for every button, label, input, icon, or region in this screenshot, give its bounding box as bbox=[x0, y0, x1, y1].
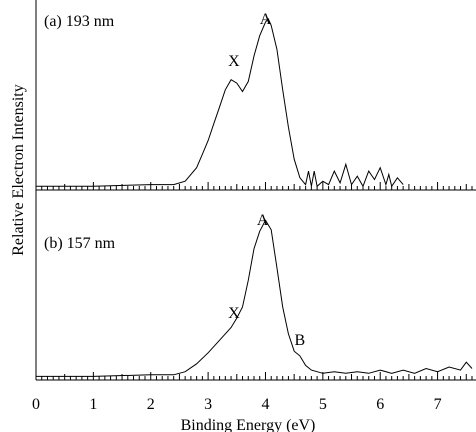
panel-a-193nm: (a) 193 nm XA bbox=[35, 11, 476, 191]
panel-b-peak-label-a: A bbox=[257, 212, 269, 229]
panel-a-title: (a) 193 nm bbox=[44, 13, 115, 30]
panel-b-157nm: (b) 157 nm X A B bbox=[35, 212, 476, 381]
panel-b-annotations: X A B bbox=[228, 212, 305, 349]
panel-b-spectrum-line bbox=[36, 219, 473, 377]
y-axis-label: Relative Electron Intensity bbox=[10, 84, 27, 256]
x-tick-label: 3 bbox=[204, 396, 212, 413]
x-tick-label: 2 bbox=[147, 396, 155, 413]
panel-a-peak-label-x: X bbox=[228, 53, 240, 70]
x-tick-label: 4 bbox=[261, 396, 269, 413]
x-axis-label: Binding Energy (eV) bbox=[181, 417, 316, 432]
x-tick-label: 1 bbox=[89, 396, 97, 413]
panel-b-title: (b) 157 nm bbox=[44, 235, 116, 252]
x-tick-label: 7 bbox=[434, 396, 442, 413]
x-tick-labels: 0 1 2 3 4 5 6 7 bbox=[32, 396, 442, 413]
x-tick-label: 0 bbox=[32, 396, 40, 413]
panel-b-peak-label-x: X bbox=[228, 305, 240, 322]
panel-b-peak-label-b: B bbox=[295, 332, 306, 349]
x-tick-label: 5 bbox=[319, 396, 327, 413]
panel-a-annotations: XA bbox=[228, 11, 272, 70]
x-tick-label: 6 bbox=[376, 396, 384, 413]
panel-a-peak-label-a: A bbox=[260, 11, 272, 28]
panel-a-spectrum-line bbox=[36, 17, 404, 188]
panel-a-x-ticks bbox=[35, 182, 473, 190]
panel-b-x-ticks bbox=[35, 372, 473, 380]
